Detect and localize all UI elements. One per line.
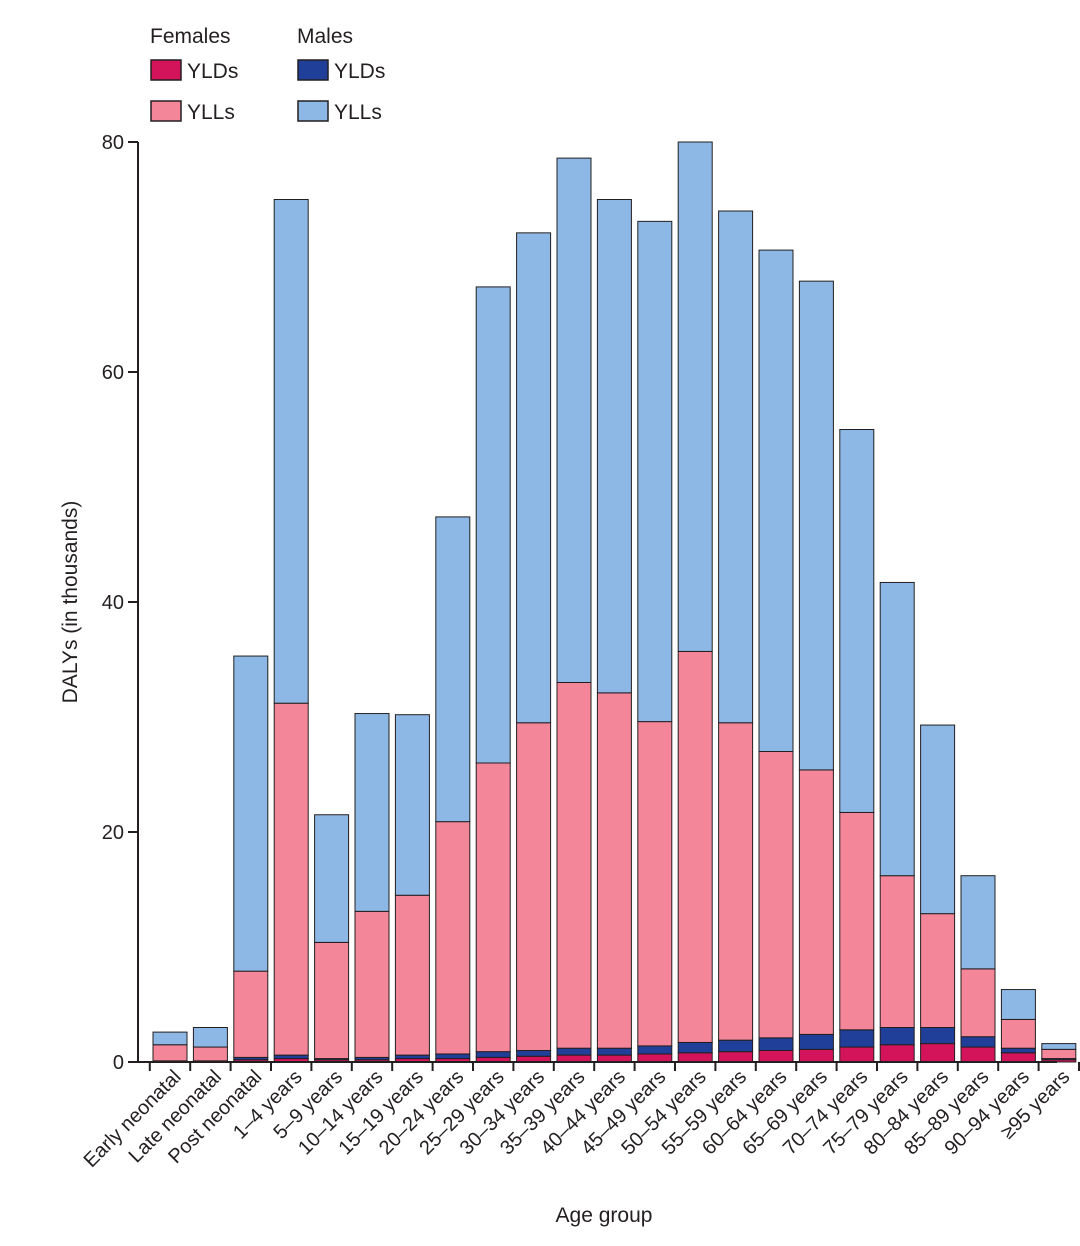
bar-segment-females-ylls-0 <box>152 1044 188 1062</box>
bar-segment-females-ylls-7 <box>435 821 471 1055</box>
bar-segment-males-ylls-5 <box>354 713 390 912</box>
bar-segment-males-ylls-0 <box>152 1031 188 1046</box>
bar-segment-males-ylds-21 <box>1000 1047 1036 1054</box>
bar-segment-females-ylls-11 <box>596 692 632 1049</box>
bar-segment-males-ylls-16 <box>798 280 834 771</box>
bar-segment-females-ylls-12 <box>637 721 673 1047</box>
bar-segment-females-ylls-13 <box>677 650 713 1043</box>
legend-label-females-ylls: YLLs <box>187 101 235 124</box>
bar-segment-females-ylds-20 <box>960 1046 996 1063</box>
bar-segment-males-ylls-4 <box>314 814 350 943</box>
bar-segment-males-ylds-10 <box>556 1047 592 1056</box>
bar-segment-males-ylls-20 <box>960 875 996 970</box>
bar-segment-males-ylls-21 <box>1000 989 1036 1020</box>
bar-segment-females-ylds-17 <box>839 1046 875 1063</box>
bar-segment-females-ylds-13 <box>677 1052 713 1063</box>
bar-segment-males-ylds-13 <box>677 1041 713 1054</box>
bar-segment-females-ylls-6 <box>394 894 430 1056</box>
x-axis-title: Age group <box>556 1204 653 1227</box>
bar-segment-males-ylls-12 <box>637 220 673 723</box>
bar-segment-females-ylls-20 <box>960 968 996 1038</box>
y-tick-label-0: 0 <box>113 1052 124 1074</box>
bar-segment-males-ylds-18 <box>879 1027 915 1046</box>
bar-segment-males-ylds-17 <box>839 1029 875 1048</box>
bar-segment-females-ylls-16 <box>798 769 834 1035</box>
bar-segment-males-ylls-2 <box>233 655 269 972</box>
bar-segment-males-ylds-11 <box>596 1047 632 1056</box>
bar-segment-males-ylls-11 <box>596 199 632 694</box>
bar-segment-males-ylds-15 <box>758 1037 794 1051</box>
legend-swatch-females-ylls <box>150 100 182 122</box>
bar-segment-females-ylls-22 <box>1041 1048 1077 1060</box>
legend-label-males-ylds: YLDs <box>334 60 385 83</box>
bars-layer <box>152 141 1077 1063</box>
bar-segment-females-ylds-18 <box>879 1044 915 1063</box>
bar-segment-females-ylds-12 <box>637 1053 673 1063</box>
bar-segment-females-ylds-11 <box>596 1054 632 1063</box>
legend-swatch-females-ylds <box>150 59 182 81</box>
bar-segment-females-ylls-19 <box>920 913 956 1029</box>
bar-segment-females-ylls-15 <box>758 751 794 1039</box>
bar-segment-males-ylds-12 <box>637 1045 673 1055</box>
bar-segment-females-ylls-9 <box>516 722 552 1051</box>
bar-segment-males-ylls-7 <box>435 516 471 823</box>
bar-segment-males-ylls-3 <box>273 199 309 704</box>
bar-segment-males-ylls-17 <box>839 429 875 813</box>
bar-segment-males-ylds-7 <box>435 1053 471 1060</box>
bar-segment-males-ylds-19 <box>920 1027 956 1045</box>
bar-segment-females-ylls-3 <box>273 702 309 1056</box>
y-tick-label-40: 40 <box>102 592 124 614</box>
bar-segment-males-ylls-1 <box>192 1027 228 1048</box>
legend-title-females: Females <box>150 25 231 48</box>
legend-label-females-ylds: YLDs <box>187 60 238 83</box>
bar-segment-males-ylds-6 <box>394 1054 430 1060</box>
bar-segment-females-ylls-14 <box>718 722 754 1041</box>
bar-segment-males-ylls-8 <box>475 286 511 764</box>
bar-segment-males-ylls-15 <box>758 249 794 752</box>
bar-segment-males-ylls-19 <box>920 724 956 915</box>
legend-title-males: Males <box>297 25 353 48</box>
bar-segment-males-ylds-3 <box>273 1054 309 1060</box>
bar-segment-males-ylls-14 <box>718 210 754 724</box>
bar-segment-females-ylls-5 <box>354 910 390 1058</box>
y-tick-label-60: 60 <box>102 362 124 384</box>
y-tick-label-20: 20 <box>102 822 124 844</box>
bar-segment-females-ylds-10 <box>556 1054 592 1063</box>
bar-segment-females-ylls-18 <box>879 875 915 1029</box>
bar-segment-males-ylls-18 <box>879 581 915 877</box>
bar-segment-males-ylds-8 <box>475 1051 511 1058</box>
bar-segment-males-ylls-13 <box>677 141 713 652</box>
y-axis-title: DALYs (in thousands) <box>59 501 82 704</box>
bar-segment-females-ylls-10 <box>556 682 592 1049</box>
bar-segment-females-ylds-14 <box>718 1051 754 1063</box>
bar-segment-males-ylds-9 <box>516 1050 552 1057</box>
bar-segment-females-ylls-8 <box>475 762 511 1053</box>
bar-segment-females-ylds-16 <box>798 1048 834 1063</box>
bar-segment-females-ylds-19 <box>920 1043 956 1063</box>
bar-segment-females-ylls-21 <box>1000 1018 1036 1049</box>
legend-swatch-males-ylds <box>297 59 329 81</box>
bar-segment-females-ylls-4 <box>314 941 350 1060</box>
bar-segment-males-ylls-10 <box>556 157 592 684</box>
bar-segment-males-ylls-6 <box>394 714 430 896</box>
bar-segment-females-ylls-17 <box>839 811 875 1031</box>
legend: Females Males YLDs YLLs YLDs YLLs <box>150 25 385 124</box>
bar-segment-females-ylds-15 <box>758 1050 794 1063</box>
bar-segment-males-ylds-20 <box>960 1036 996 1048</box>
bar-segment-females-ylls-2 <box>233 970 269 1058</box>
bar-segment-males-ylls-22 <box>1041 1043 1077 1050</box>
y-tick-label-80: 80 <box>102 132 124 154</box>
bar-segment-males-ylds-14 <box>718 1039 754 1053</box>
bar-segment-females-ylds-21 <box>1000 1052 1036 1063</box>
legend-swatch-males-ylls <box>297 100 329 122</box>
bar-segment-males-ylds-16 <box>798 1033 834 1050</box>
bar-segment-males-ylls-9 <box>516 232 552 724</box>
legend-label-males-ylls: YLLs <box>334 101 382 124</box>
bar-segment-females-ylls-1 <box>192 1046 228 1062</box>
